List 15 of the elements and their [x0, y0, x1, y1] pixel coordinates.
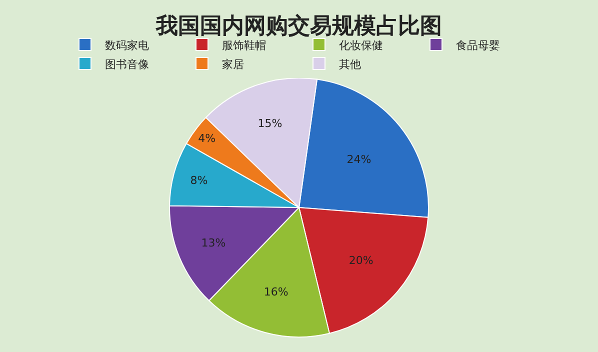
- data-label: 13%: [201, 236, 226, 250]
- data-label: 4%: [198, 132, 216, 146]
- chart-title: 我国国内网购交易规模占比图: [155, 13, 442, 38]
- legend-label: 食品母婴: [456, 38, 500, 52]
- data-label: 16%: [264, 285, 288, 298]
- legend-label: 服饰鞋帽: [222, 38, 266, 52]
- data-label: 15%: [258, 116, 282, 130]
- data-label: 20%: [348, 254, 374, 267]
- legend-label: 化妆保健: [339, 38, 383, 52]
- data-label: 24%: [346, 152, 372, 166]
- legend-label: 数码家电: [105, 38, 149, 52]
- data-label: 8%: [190, 174, 208, 187]
- legend-label: 其他: [339, 58, 361, 71]
- legend-label: 图书音像: [105, 58, 149, 71]
- legend-label: 家居: [222, 58, 244, 71]
